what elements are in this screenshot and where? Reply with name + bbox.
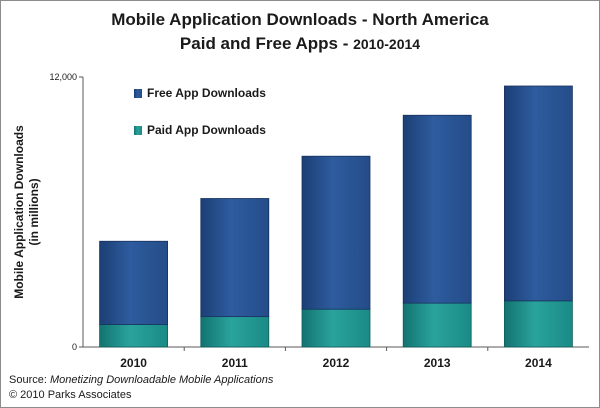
x-tick-label: 2010 xyxy=(120,356,147,370)
x-tick-label: 2014 xyxy=(525,356,552,370)
y-tick-label: 12,000 xyxy=(49,72,77,82)
bar-free-2011 xyxy=(200,198,270,318)
x-tick-label: 2011 xyxy=(222,356,248,370)
bar-paid-2010 xyxy=(99,324,168,348)
y-tick-label: 0 xyxy=(72,342,77,352)
chart-title: Mobile Application Downloads - North Ame… xyxy=(111,10,489,29)
copyright-note: © 2010 Parks Associates xyxy=(9,389,132,401)
bar-paid-2013 xyxy=(402,302,472,348)
source-title: Monetizing Downloadable Mobile Applicati… xyxy=(49,374,274,386)
bar-paid-2012 xyxy=(301,308,371,348)
bar-free-2012 xyxy=(301,155,371,310)
source-note: Source: Monetizing Downloadable Mobile A… xyxy=(9,374,273,386)
x-tick-label: 2013 xyxy=(424,356,451,370)
legend-swatch xyxy=(134,89,142,98)
source-prefix: Source: xyxy=(9,374,50,386)
chart-subtitle-main: Paid and Free Apps - xyxy=(179,34,354,53)
legend-swatch xyxy=(134,126,142,135)
y-axis-label: Mobile Application Downloads xyxy=(12,125,26,299)
chart-subtitle-years: 2010-2014 xyxy=(353,36,421,52)
legend-label: Paid App Downloads xyxy=(147,123,266,137)
bar-paid-2014 xyxy=(503,300,573,348)
legend-label: Free App Downloads xyxy=(147,86,266,100)
chart-subtitle: Paid and Free Apps - 2010-2014 xyxy=(1,34,599,54)
x-tick-label: 2012 xyxy=(323,356,350,370)
bar-paid-2011 xyxy=(200,316,270,348)
bar-free-2014 xyxy=(503,85,573,302)
bar-free-2013 xyxy=(402,114,472,304)
y-axis-label-units: (in millions) xyxy=(27,178,41,245)
bar-free-2010 xyxy=(99,240,168,325)
